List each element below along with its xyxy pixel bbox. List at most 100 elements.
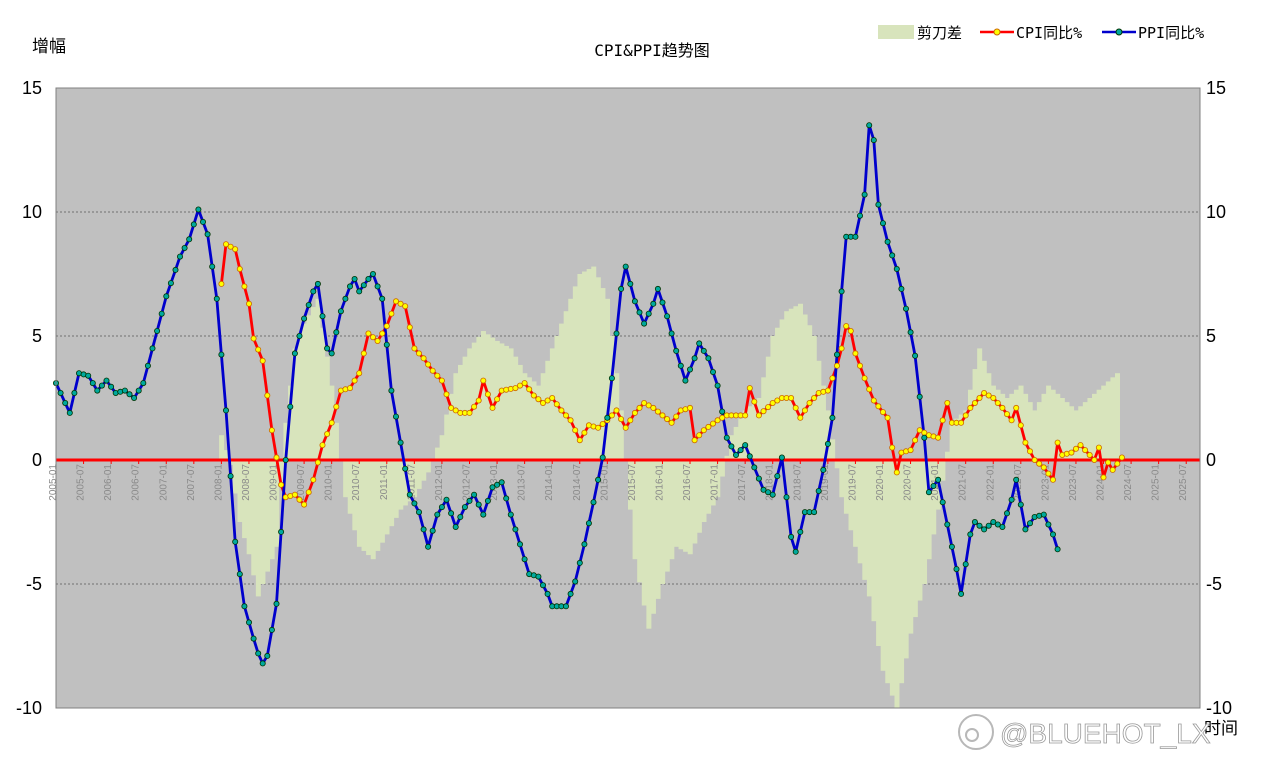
ppi-point: [714, 382, 721, 389]
x-tick-label: 2020-01: [875, 464, 886, 501]
cpi-point: [310, 476, 317, 483]
ppi-point: [452, 524, 459, 531]
cpi-point: [999, 404, 1006, 411]
ppi-point: [360, 282, 367, 289]
spread-bar: [990, 385, 996, 460]
x-tick-label: 2015-01: [599, 464, 610, 501]
spread-bar: [1105, 381, 1111, 460]
spread-bar: [738, 418, 744, 460]
cpi-point: [958, 419, 965, 426]
cpi-point: [935, 434, 942, 441]
cpi-point: [1022, 439, 1029, 446]
spread-bar: [591, 266, 597, 460]
x-tick-label: 2011-01: [379, 464, 390, 500]
ppi-point: [498, 479, 505, 486]
y-tick-left: 0: [32, 450, 42, 470]
spread-bar: [977, 348, 983, 460]
ppi-point: [585, 520, 592, 527]
ppi-point: [402, 465, 409, 472]
x-tick-label: 2023-07: [1068, 464, 1079, 501]
ppi-point: [599, 454, 606, 461]
ppi-point: [521, 556, 528, 563]
spread-bar: [683, 460, 689, 552]
spread-bar: [444, 414, 450, 460]
cpi-point: [613, 407, 620, 414]
y-tick-labels: -10 -10 -5 -5 0 0 5 5 10 10 15 15: [16, 78, 1232, 718]
ppi-point: [1050, 531, 1057, 538]
y-tick-right: 10: [1206, 202, 1226, 222]
spread-bar: [1041, 393, 1047, 460]
spread-bar: [1036, 402, 1042, 460]
spread-bar: [843, 460, 849, 514]
ppi-point: [1013, 476, 1020, 483]
ppi-point: [907, 329, 914, 336]
spread-bar: [595, 277, 601, 460]
spread-bar: [237, 460, 243, 522]
x-tick-label: 2014-07: [572, 464, 583, 501]
ppi-point: [62, 399, 69, 406]
spread-bar: [733, 426, 739, 460]
ppi-point: [595, 476, 602, 483]
spread-bar: [931, 460, 937, 535]
cpi-point: [379, 330, 386, 337]
cpi-point: [567, 417, 574, 424]
ppi-point: [962, 561, 969, 568]
cpi-point: [746, 385, 753, 392]
ppi-point: [149, 345, 156, 352]
ppi-point: [576, 559, 583, 566]
cpi-point: [916, 427, 923, 434]
ppi-point: [218, 351, 225, 358]
cpi-point: [438, 377, 445, 384]
cpi-point: [608, 412, 615, 419]
plot-area: [56, 88, 1200, 708]
spread-bar: [715, 460, 721, 498]
spread-bar: [641, 460, 647, 606]
ppi-point: [438, 504, 445, 511]
ppi-point: [985, 522, 992, 529]
cpi-point: [1100, 474, 1107, 481]
spread-bar: [278, 460, 284, 485]
watermark-text: @BLUEHOT_LX: [1000, 718, 1211, 749]
spread-bar: [876, 460, 882, 646]
spread-bar: [632, 460, 638, 560]
spread-bar: [389, 460, 395, 527]
spread-bar: [747, 406, 753, 460]
spread-bar: [310, 307, 316, 460]
cpi-point: [880, 409, 887, 416]
cpi-point: [369, 334, 376, 341]
spread-bar: [945, 451, 951, 460]
x-tick-label: 2022-07: [1013, 464, 1024, 501]
y-tick-left: 10: [22, 202, 42, 222]
spread-bar: [536, 385, 542, 460]
spread-bar: [375, 460, 381, 551]
cpi-point: [875, 403, 882, 410]
x-tick-label: 2009-07: [296, 464, 307, 501]
spread-bar: [889, 460, 895, 696]
spread-bar: [324, 356, 330, 460]
spread-bar: [540, 373, 546, 460]
ppi-point: [411, 500, 418, 507]
x-tick-label: 2009-01: [269, 464, 280, 501]
spread-bar: [421, 460, 427, 481]
spread-bar: [223, 450, 229, 460]
cpi-point: [549, 394, 556, 401]
cpi-point: [236, 265, 243, 272]
cpi-point: [576, 437, 583, 444]
cpi-point: [755, 412, 762, 419]
cpi-point: [544, 397, 551, 404]
ppi-point: [365, 275, 372, 282]
spread-bar: [752, 402, 758, 460]
spread-bar: [269, 460, 275, 560]
ppi-point: [742, 442, 749, 449]
spread-bar: [563, 311, 569, 460]
spread-bar: [954, 418, 960, 460]
y-tick-left: 5: [32, 326, 42, 346]
spread-bar: [692, 460, 698, 544]
ppi-point: [778, 454, 785, 461]
spread-bar: [402, 460, 408, 506]
spread-bar: [1000, 393, 1006, 460]
ppi-point: [668, 330, 675, 337]
cpi-point: [1017, 422, 1024, 429]
spread-bar: [292, 348, 298, 460]
